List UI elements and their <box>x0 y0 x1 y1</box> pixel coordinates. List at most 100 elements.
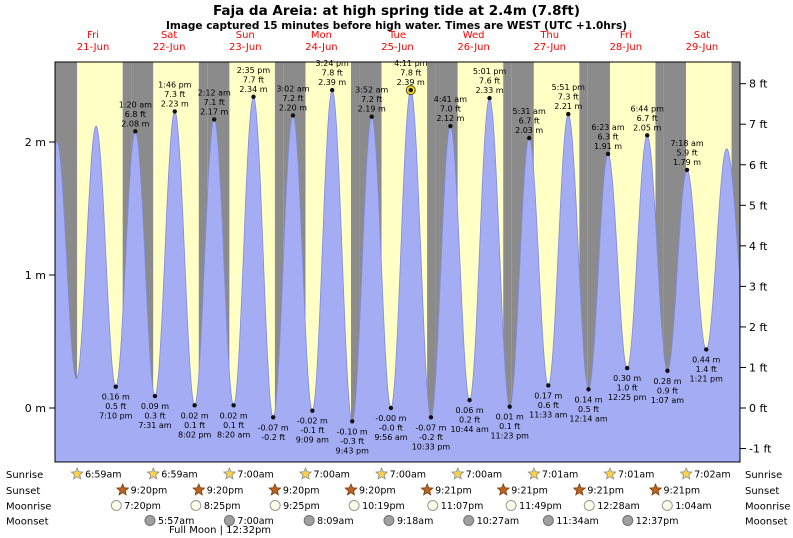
night-band <box>503 62 512 462</box>
high-tide-label: 6.7 ft <box>519 117 540 126</box>
moonset-circle-icon <box>144 515 156 526</box>
y-axis-label-right: 5 ft <box>749 199 768 212</box>
sunset-time: 9:21pm <box>663 486 700 497</box>
high-tide-dot <box>487 95 492 101</box>
moonrise-circle-icon <box>110 500 122 511</box>
low-tide-dot <box>624 365 630 371</box>
low-tide-label: 1.0 ft <box>617 384 638 393</box>
high-tide-label: 2.39 m <box>397 78 425 87</box>
low-tide-dot <box>586 387 591 392</box>
low-tide-label: -0.07 m <box>415 423 446 432</box>
low-tide-label: 0.2 ft <box>459 416 480 425</box>
high-tide-label: 2.39 m <box>318 78 346 87</box>
low-tide-label: -0.2 ft <box>419 433 443 442</box>
day-label-dow: Fri <box>87 30 99 41</box>
low-tide-dot <box>507 404 512 409</box>
high-tide-dot <box>329 87 335 93</box>
sunrise-time: 7:00am <box>237 470 273 481</box>
high-tide-label: 2.08 m <box>121 119 149 128</box>
high-tide-label: 6:23 am <box>591 123 624 132</box>
y-axis-label-right: 1 ft <box>749 361 768 374</box>
day-label-dow: Sun <box>236 30 255 41</box>
day-label-dow: Fri <box>620 30 632 41</box>
night-band <box>274 62 284 462</box>
moonrise-time: 1:04am <box>675 501 711 512</box>
low-tide-label: 0.6 ft <box>538 401 559 410</box>
moonrise-time: 8:25pm <box>204 501 241 512</box>
sunrise-time: 7:00am <box>314 470 350 481</box>
high-tide-label: 2:35 pm <box>237 66 271 75</box>
moonrise-time: 10:19pm <box>362 501 405 512</box>
moonrise-circle-icon <box>661 500 673 511</box>
low-tide-label: 11:23 pm <box>490 432 529 441</box>
low-tide-label: -0.2 ft <box>261 433 285 442</box>
night-band <box>655 62 664 462</box>
high-tide-label: 1.79 m <box>673 158 701 167</box>
sunrise-star-icon <box>70 466 84 480</box>
day-label-date: 28-Jun <box>610 42 643 53</box>
full-moon-label: Full Moon | 12:32pm <box>169 525 271 536</box>
moonrise-time: 11:07pm <box>441 501 484 512</box>
low-tide-label: 0.30 m <box>613 374 641 383</box>
sunrise-star-icon <box>603 466 617 480</box>
almanac-row-label-right: Sunrise <box>745 470 782 481</box>
high-tide-label: 5:01 pm <box>473 67 507 76</box>
moonset-time: 9:18am <box>397 516 433 527</box>
high-tide-label: 7.3 ft <box>164 90 185 99</box>
high-tide-label: 7.8 ft <box>322 69 343 78</box>
high-tide-label: 2.19 m <box>358 105 386 114</box>
almanac-row-label-right: Moonrise <box>745 502 790 513</box>
day-label-date: 26-Jun <box>457 42 490 53</box>
low-tide-label: 9:09 am <box>296 436 329 445</box>
low-tide-label: 0.02 m <box>181 411 209 420</box>
high-tide-label: 7.6 ft <box>479 77 500 86</box>
high-tide-dot <box>133 129 138 134</box>
sunset-time: 9:20pm <box>131 486 168 497</box>
high-tide-label: 7.7 ft <box>243 75 264 84</box>
low-tide-label: 0.16 m <box>102 393 130 402</box>
chart-title: Faja da Areia: at high spring tide at 2.… <box>212 3 581 19</box>
low-tide-label: 8:20 am <box>217 430 250 439</box>
low-tide-label: 0.44 m <box>692 355 720 364</box>
high-tide-label: 5.9 ft <box>677 148 698 157</box>
high-tide-label: 6.8 ft <box>125 110 146 119</box>
high-tide-label: 7.2 ft <box>361 95 382 104</box>
low-tide-label: 0.5 ft <box>105 402 126 411</box>
night-band <box>427 62 436 462</box>
low-tide-dot <box>665 368 670 373</box>
y-axis-label-right: 6 ft <box>749 159 768 172</box>
y-axis-label-left: 2 m <box>25 136 46 149</box>
low-tide-label: 0.1 ft <box>499 422 520 431</box>
low-tide-label: 1.4 ft <box>696 365 717 374</box>
low-tide-label: 0.9 ft <box>657 386 678 395</box>
high-tide-label: 5:51 pm <box>552 83 586 92</box>
low-tide-label: 10:33 pm <box>412 442 451 451</box>
low-tide-label: -0.1 ft <box>300 426 324 435</box>
almanac-row-label-left: Sunset <box>6 486 40 497</box>
moonrise-time: 11:49pm <box>519 501 562 512</box>
low-tide-label: 10:44 am <box>450 425 489 434</box>
sunrise-time: 7:00am <box>466 470 502 481</box>
high-tide-label: 2.03 m <box>515 126 543 135</box>
sunrise-time: 7:01am <box>542 470 578 481</box>
sunset-time: 9:20pm <box>359 486 396 497</box>
high-tide-label: 2.17 m <box>200 107 228 116</box>
sunset-star-icon <box>496 482 511 496</box>
sunrise-time: 7:01am <box>618 470 654 481</box>
sunrise-star-icon <box>298 466 313 480</box>
day-label-dow: Tue <box>388 30 406 41</box>
high-tide-label: 7.1 ft <box>204 98 225 107</box>
high-tide-label: 3:52 am <box>355 86 388 95</box>
night-band <box>351 62 360 462</box>
high-tide-label: 1:46 pm <box>158 80 192 89</box>
high-tide-label: 1.91 m <box>594 142 622 151</box>
moonset-time: 12:37pm <box>636 516 679 527</box>
high-tide-label: 2.34 m <box>239 85 267 94</box>
y-axis-label-right: 7 ft <box>749 118 768 131</box>
high-tide-label: 7:18 am <box>670 139 703 148</box>
low-tide-label: 0.28 m <box>653 377 681 386</box>
moonrise-time: 9:25pm <box>283 501 320 512</box>
low-tide-dot <box>152 393 158 399</box>
